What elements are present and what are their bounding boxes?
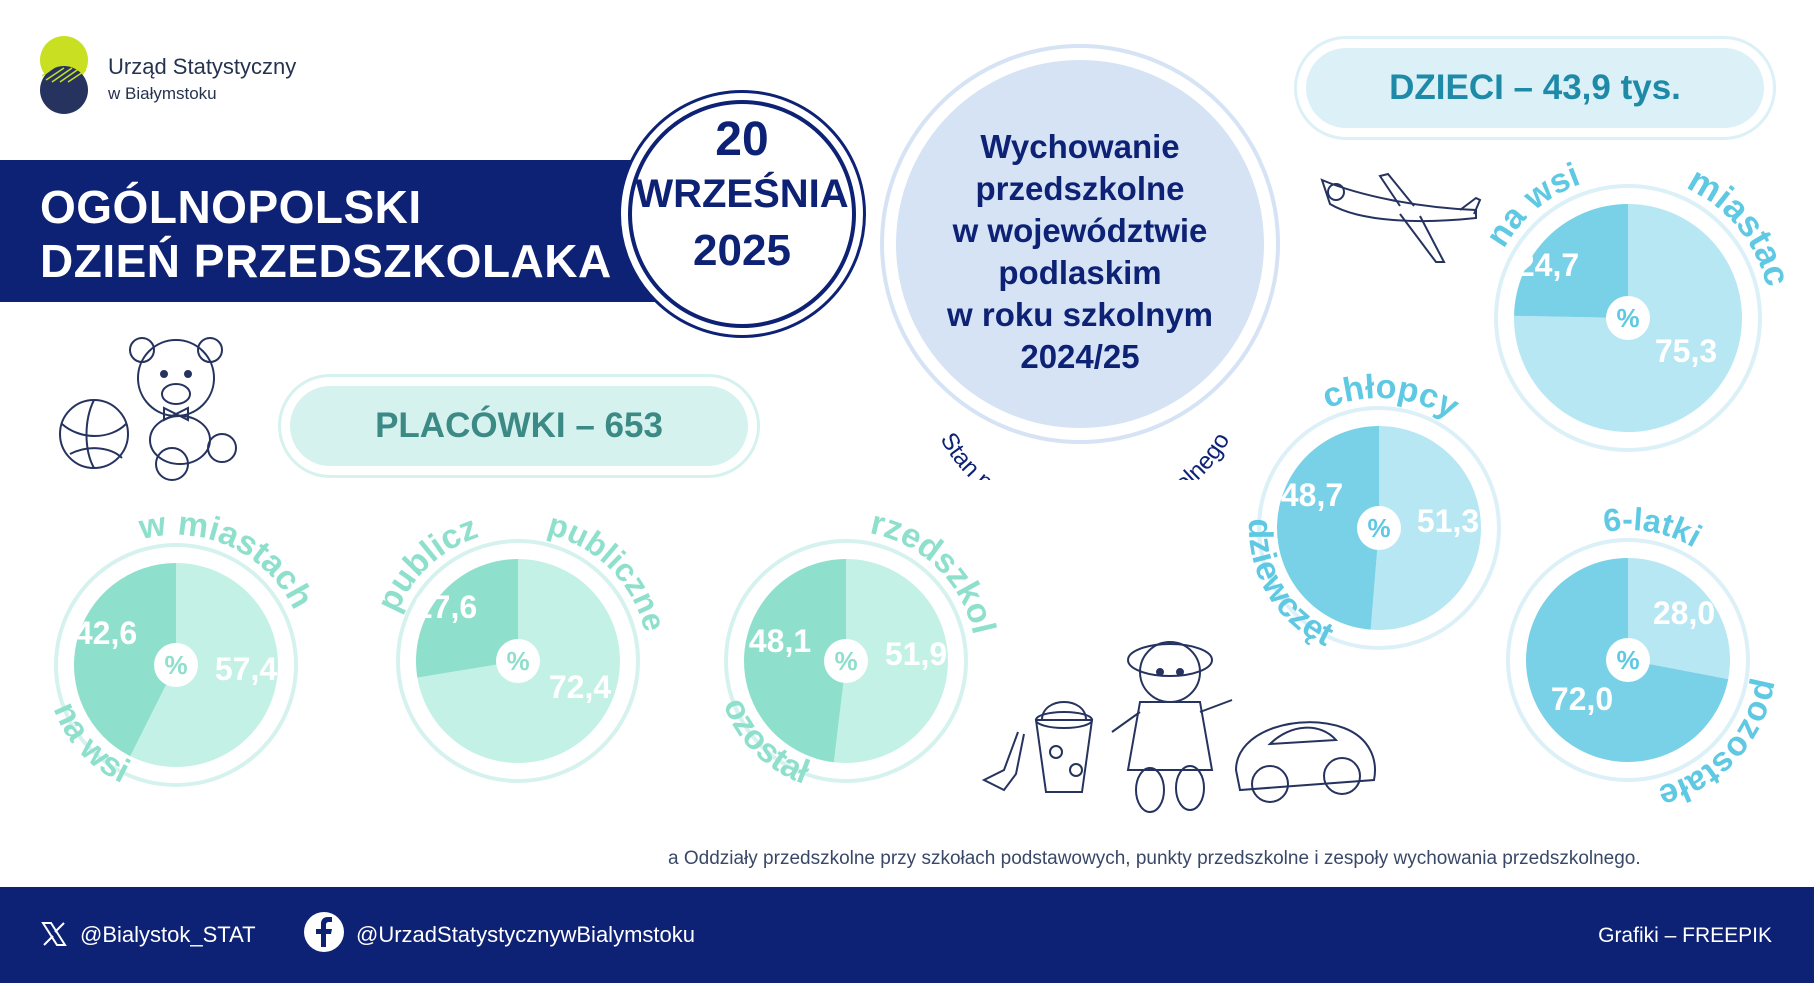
date-day: 20: [715, 113, 769, 166]
percent-badge: [496, 639, 540, 683]
percent-badge: [1606, 638, 1650, 682]
percent-sign: %: [834, 646, 857, 676]
credits: Grafiki – FREEPIK: [1598, 924, 1772, 947]
pie-value-label: 42,6: [75, 615, 137, 651]
percent-sign: %: [1367, 513, 1390, 543]
pie-slice-2: [416, 559, 518, 678]
facebook-icon[interactable]: [303, 911, 345, 953]
center-subtitle-arc: Stan na początku roku szkolnego: [935, 428, 1235, 480]
percent-sign: %: [506, 646, 529, 676]
pie-ring: [1257, 406, 1501, 650]
pie-slice-2: [1276, 426, 1379, 630]
facebook-handle[interactable]: @UrzadStatystycznywBialymstoku: [356, 922, 695, 947]
center-line-1: Wychowanie: [980, 128, 1180, 165]
toy-car-icon: [1234, 721, 1376, 803]
ball-icon: [59, 399, 129, 469]
percent-sign: %: [1616, 303, 1639, 333]
airplane-icon: [1320, 172, 1482, 263]
placowki-total: PLACÓWKI – 653: [290, 386, 748, 466]
pie-value-label: 57,4: [215, 651, 277, 687]
pie-value-label: 72,4: [549, 669, 611, 705]
twitter-handle[interactable]: @Bialystok_STAT: [80, 922, 256, 947]
page-title-line2: DZIEŃ PRZEDSZKOLAKA: [40, 235, 612, 287]
percent-badge: [1606, 296, 1650, 340]
pie-slice-1: [130, 563, 279, 768]
percent-badge: [1357, 506, 1401, 550]
center-line-3: w województwie: [952, 212, 1208, 249]
pie-slice-2: [744, 559, 846, 763]
pie-slice-2: [1514, 204, 1628, 318]
pie-value-label: 28,0: [1653, 595, 1715, 631]
pie-ring: [54, 543, 298, 787]
teddy-bear-icon: [129, 337, 237, 481]
pie-value-label: 48,7: [1281, 477, 1343, 513]
footnote: a Oddziały przedszkolne przy szkołach po…: [668, 848, 1641, 869]
center-circle: [896, 60, 1264, 428]
percent-sign: %: [164, 650, 187, 680]
pie-value-label: 48,1: [749, 623, 811, 659]
x-icon[interactable]: [40, 920, 68, 948]
center-line-4: podlaskim: [998, 254, 1162, 291]
pie-category-label: 6-latki: [1601, 501, 1707, 554]
pie-slice-1: [1370, 426, 1481, 630]
center-line-6: 2024/25: [1020, 338, 1140, 375]
logo-title: Urząd Statystyczny: [108, 54, 297, 79]
percent-sign: %: [1616, 645, 1639, 675]
date-month: WRZEŚNIA: [635, 172, 849, 216]
placowki-pill-ring: [278, 374, 760, 478]
center-ring: [880, 44, 1280, 444]
percent-badge: [154, 643, 198, 687]
date-year: 2025: [693, 226, 791, 275]
bucket-icon: [981, 701, 1094, 793]
percent-badge: [824, 639, 868, 683]
footer-bar: [0, 887, 1814, 983]
pie-slice-2: [74, 563, 176, 757]
pie-value-label: 27,6: [415, 589, 477, 625]
page-title-line1: OGÓLNOPOLSKI: [40, 181, 422, 233]
pie-slice-1: [833, 559, 949, 763]
logo-subtitle: w Białymstoku: [108, 84, 217, 103]
logo-icon: [40, 36, 88, 114]
center-line-2: przedszkolne: [975, 170, 1185, 207]
pie-ring: [1506, 538, 1750, 782]
title-band: [0, 160, 680, 302]
dzieci-pill-ring: [1294, 36, 1776, 140]
pie-value-label: 75,3: [1655, 333, 1717, 369]
pie-category-label: chłopcy: [1317, 368, 1465, 426]
doll-icon: [1111, 641, 1233, 813]
pie-value-label: 24,7: [1517, 247, 1579, 283]
dzieci-total: DZIECI – 43,9 tys.: [1306, 48, 1764, 128]
center-line-5: w roku szkolnym: [947, 296, 1213, 333]
pie-ring: [724, 539, 968, 783]
pie-ring: [396, 539, 640, 783]
pie-value-label: 72,0: [1551, 681, 1613, 717]
pie-value-label: 51,9: [885, 636, 947, 672]
pie-slice-1: [1628, 558, 1731, 680]
pie-value-label: 51,3: [1417, 503, 1479, 539]
date-badge-ring: [628, 100, 856, 328]
pie-ring: [1494, 184, 1762, 452]
pie-category-label: dziewczęta: [0, 0, 1339, 654]
